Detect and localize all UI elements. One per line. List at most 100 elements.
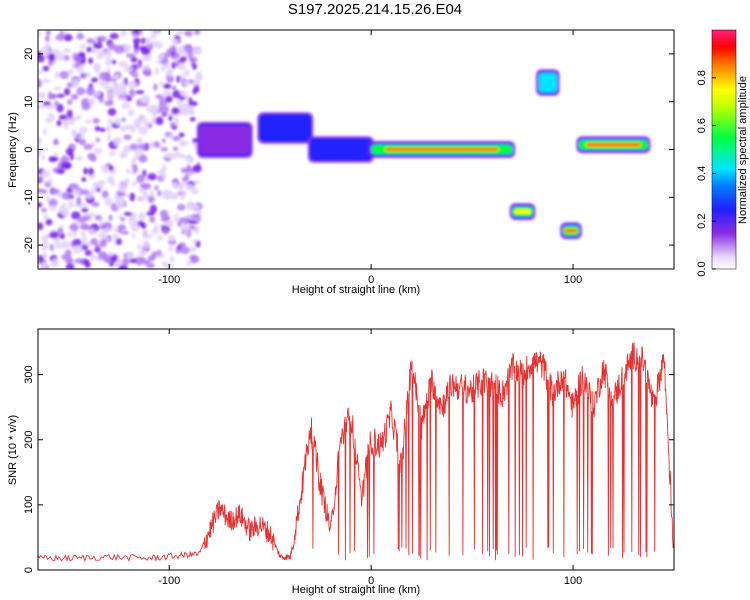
spectrogram-cell (179, 89, 187, 95)
snr-xlabel: Height of straight line (km) (292, 584, 420, 596)
spectrogram-cell (145, 37, 152, 46)
spectrogram-cell (94, 126, 101, 132)
spectrogram-cell (48, 53, 56, 62)
spectrogram-cell (76, 133, 81, 138)
spectrogram-cell (70, 93, 79, 100)
spectrogram-cell (125, 53, 136, 58)
spectrogram-ytick-label: 10 (23, 96, 35, 108)
spectrogram-cell (189, 116, 196, 122)
spectrogram-ytick-label: 20 (23, 48, 35, 60)
spectrogram-cell (76, 33, 85, 40)
spectrogram-cell (120, 217, 126, 222)
spectrogram-cell (106, 124, 112, 133)
spectrogram-cell (108, 150, 116, 157)
spectrogram-cell (165, 95, 173, 103)
spectrogram-cell (106, 252, 115, 257)
spectrogram-cell (162, 215, 171, 220)
spectrogram-cell (82, 225, 91, 230)
spectrogram-cell (141, 94, 151, 104)
spectrogram-cell (153, 30, 159, 34)
spectrogram-cell (38, 188, 44, 193)
spectrogram-cell (120, 86, 127, 95)
spectrogram-cell (123, 178, 131, 184)
spectrogram-cell (75, 155, 84, 161)
spectrogram-cell (38, 222, 44, 231)
spectrogram-cell (154, 223, 159, 232)
spectrogram-cell (59, 71, 69, 79)
spectrogram-cell (178, 96, 186, 101)
spectrogram-cell (166, 74, 175, 83)
spectrogram-cell (105, 50, 112, 59)
spectrogram-cell (191, 239, 197, 244)
spectrogram-cell (172, 181, 178, 189)
spectrogram-cell (70, 211, 81, 220)
spectrogram-cell (129, 126, 136, 133)
spectrogram-cell (72, 238, 82, 247)
spectrogram-cell (99, 127, 106, 133)
spectrogram-cell (41, 262, 47, 269)
spectrogram-cell (38, 202, 43, 208)
spectrogram-cell (117, 224, 127, 231)
spectrogram-cell (94, 65, 101, 74)
spectrogram-cell (186, 164, 191, 172)
spectrogram-cell (104, 197, 113, 207)
spectrogram-cell (182, 107, 190, 114)
snr-panel: -100 0 100 0 100 200 300 Height of straight li… (7, 328, 675, 596)
spectrogram-cell (157, 190, 162, 197)
spectrogram-cell (92, 118, 100, 124)
spectrogram-cell (81, 189, 90, 195)
spectrogram-cell (161, 190, 169, 196)
spectrogram-cell (167, 234, 176, 242)
spectrogram-cell (49, 231, 60, 239)
spectrogram-cell (110, 178, 115, 187)
spectrogram-cell (70, 117, 77, 122)
spectrogram-cell (86, 212, 96, 218)
spectrogram-cell (118, 264, 128, 269)
spectrogram-cell (113, 226, 118, 233)
spectrogram-cell (154, 185, 159, 191)
spectrogram-cell (62, 48, 72, 53)
spectrogram-cell (123, 211, 133, 217)
spectrogram-cell (89, 253, 96, 262)
spectrogram-cell (131, 181, 138, 187)
spectrogram-cell (45, 218, 53, 226)
snr-ytick-label: 200 (23, 431, 35, 449)
spectrogram-cell (188, 246, 197, 252)
spectrogram-cell (192, 179, 200, 185)
spectrogram-cell (58, 206, 64, 214)
spectrogram-cell (171, 85, 177, 91)
spectrogram-cell (98, 50, 105, 58)
spectrogram-cell (63, 55, 70, 61)
spectrogram-cell (168, 245, 174, 252)
spectrogram-cell (83, 167, 89, 175)
spectrogram-cell (81, 101, 91, 111)
spectrogram-cell (115, 199, 125, 209)
spectrogram-cell (156, 235, 164, 241)
spectrogram-cell (42, 128, 48, 136)
colorbar-tick-label: 0.8 (696, 70, 708, 85)
colorbar-tick-label: 0.2 (696, 214, 708, 229)
spectrogram-cell (85, 119, 92, 124)
spectrogram-cell (183, 69, 191, 77)
spectrogram-cell (54, 71, 60, 79)
spectrogram-cell (63, 122, 69, 130)
spectrogram-cell (94, 243, 101, 248)
spectrogram-cell (265, 122, 306, 134)
spectrogram-cell (170, 45, 177, 54)
spectrogram-cell (177, 220, 182, 227)
spectrogram-cell (45, 194, 50, 202)
spectrogram-cell (40, 246, 47, 252)
snr-frame (37, 328, 675, 571)
spectrogram-cell (49, 243, 54, 252)
spectrogram-cell (185, 183, 195, 191)
spectrogram-cell (68, 183, 79, 189)
spectrogram-cell (41, 155, 46, 161)
spectrogram-cell (65, 263, 75, 269)
spectrogram-cell (189, 254, 197, 260)
spectrogram-cell (113, 138, 120, 147)
spectrogram-cell (170, 192, 180, 199)
spectrogram-cell (93, 90, 101, 98)
spectrogram-cell (316, 145, 366, 154)
spectrogram-cell (80, 231, 86, 236)
snr-ytick-label: 300 (23, 365, 35, 383)
